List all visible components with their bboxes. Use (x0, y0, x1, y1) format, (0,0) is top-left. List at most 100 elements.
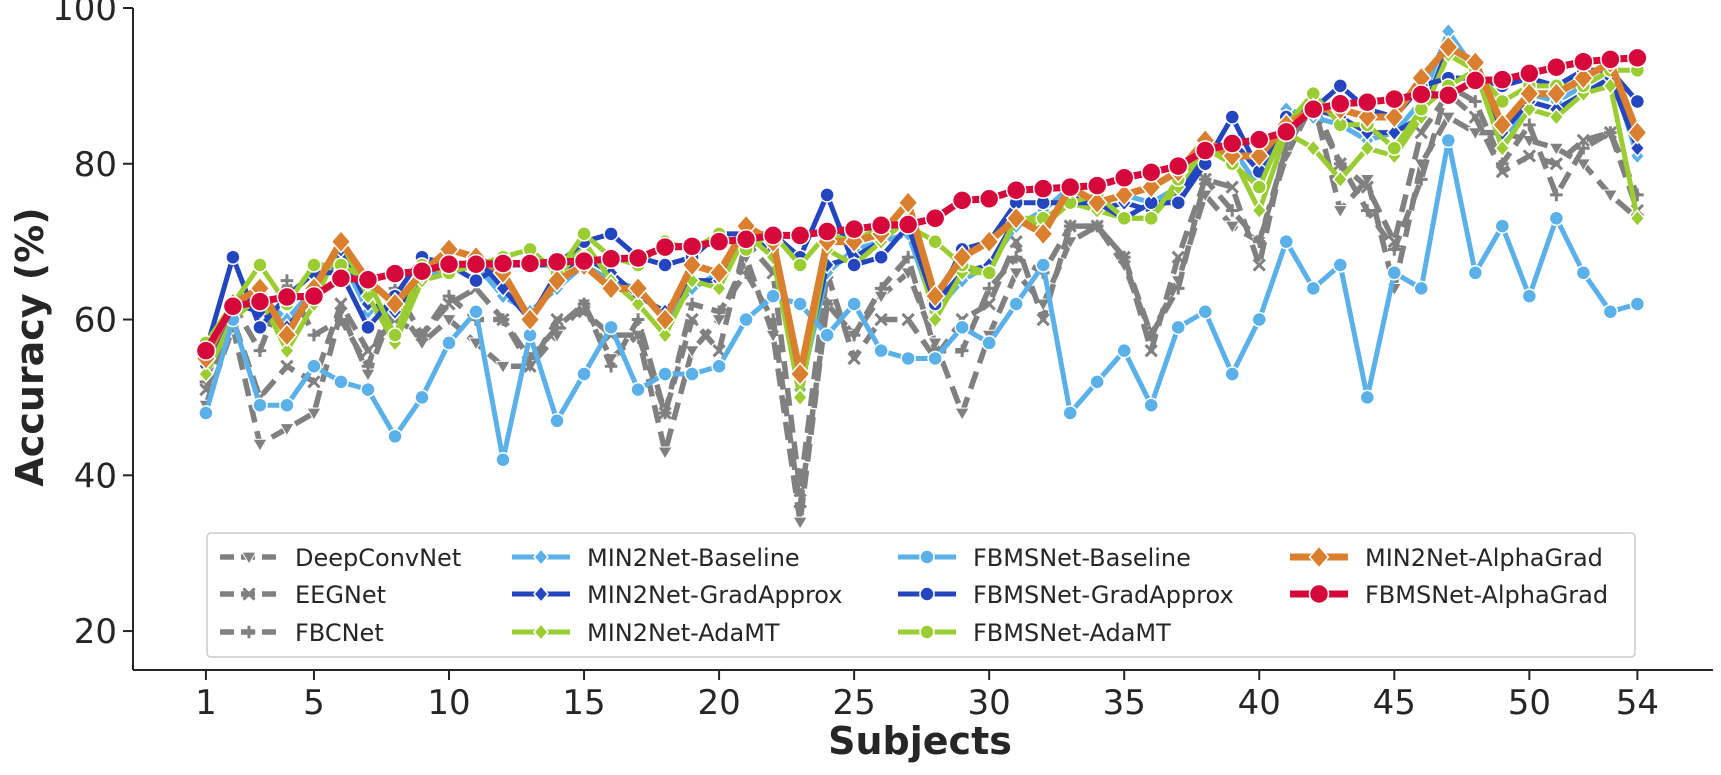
data-point (600, 248, 622, 270)
data-point (870, 215, 892, 236)
data-point (1573, 51, 1594, 72)
data-point (1303, 98, 1324, 120)
data-point (1576, 133, 1591, 148)
data-point (1305, 280, 1322, 297)
data-point (1170, 319, 1186, 336)
data-point (685, 297, 699, 311)
data-point (1383, 104, 1405, 130)
data-point (496, 313, 510, 326)
data-point (1629, 138, 1646, 158)
y-axis-title: Accuracy (%) (8, 207, 52, 486)
legend-item: MIN2Net-AdaMT (512, 619, 780, 647)
data-point (1545, 81, 1567, 106)
data-point (1522, 149, 1537, 163)
data-point (360, 381, 376, 398)
data-point (573, 250, 595, 272)
data-point (846, 257, 862, 273)
data-point (276, 323, 298, 348)
data-point (1359, 138, 1376, 158)
data-point (1572, 66, 1594, 91)
data-point (630, 381, 646, 398)
data-point (276, 286, 298, 308)
data-point (1009, 234, 1023, 249)
data-point (1629, 296, 1646, 312)
data-point (361, 359, 375, 373)
legend-label: MIN2Net-Baseline (587, 544, 800, 572)
data-point (1494, 218, 1511, 234)
legend-marker (919, 586, 935, 602)
data-point (978, 229, 1000, 254)
legend-label: FBCNet (295, 619, 384, 647)
x-tick-label: 40 (1238, 683, 1281, 723)
data-point (1629, 93, 1646, 110)
series-fbmsnet-alphagrad (195, 47, 1648, 361)
data-point (1251, 201, 1268, 220)
data-point (1224, 366, 1240, 382)
data-point (657, 446, 673, 460)
data-point (1008, 296, 1024, 312)
data-point (901, 312, 915, 327)
data-point (306, 257, 322, 273)
data-point (1144, 328, 1158, 342)
data-point (334, 297, 348, 311)
data-point (1411, 84, 1432, 105)
data-point (442, 289, 456, 303)
data-point (1224, 109, 1240, 125)
legend-marker (533, 622, 549, 642)
data-point (762, 225, 784, 246)
data-point (1549, 157, 1564, 171)
data-point (1332, 257, 1349, 273)
data-point (1090, 219, 1104, 233)
data-point (927, 233, 943, 250)
data-point (1330, 93, 1351, 115)
data-point (1550, 188, 1563, 202)
data-point (1332, 78, 1349, 94)
data-point (360, 319, 376, 336)
data-point (1063, 219, 1077, 233)
data-point (954, 319, 970, 336)
x-tick-label: 45 (1373, 683, 1416, 723)
data-point (627, 276, 649, 301)
data-point (1413, 280, 1430, 297)
data-point (384, 291, 406, 317)
data-point (630, 294, 647, 314)
data-point (1495, 164, 1509, 179)
data-point (924, 208, 946, 229)
data-point (981, 265, 997, 281)
x-tick-label: 10 (427, 683, 470, 723)
data-point (279, 423, 295, 437)
data-point (711, 279, 728, 298)
data-point (197, 364, 214, 384)
data-point (1116, 342, 1132, 359)
data-point (1386, 140, 1403, 156)
data-point (874, 282, 888, 295)
data-point (711, 358, 727, 375)
data-point (1602, 189, 1619, 203)
data-point (1224, 220, 1241, 235)
data-point (222, 296, 244, 317)
data-point (819, 327, 835, 343)
data-point (816, 221, 838, 242)
legend-label: DeepConvNet (295, 544, 461, 572)
data-point (681, 236, 703, 257)
legend-item: FBMSNet-GradApprox (898, 581, 1234, 609)
data-point (1467, 127, 1484, 141)
data-point (1332, 205, 1349, 219)
plot-area (195, 22, 1648, 531)
x-tick-label: 15 (562, 683, 605, 723)
data-point (1278, 233, 1295, 250)
data-point (252, 397, 268, 413)
data-point (280, 274, 294, 287)
data-point (441, 314, 457, 328)
data-point (1388, 243, 1401, 256)
data-point (384, 263, 406, 284)
data-point (1437, 34, 1459, 60)
data-point (307, 375, 321, 389)
data-point (1171, 282, 1185, 295)
data-point (307, 328, 321, 342)
data-point (873, 342, 889, 359)
data-point (198, 405, 214, 421)
data-point (603, 319, 619, 336)
data-point (1225, 180, 1239, 194)
